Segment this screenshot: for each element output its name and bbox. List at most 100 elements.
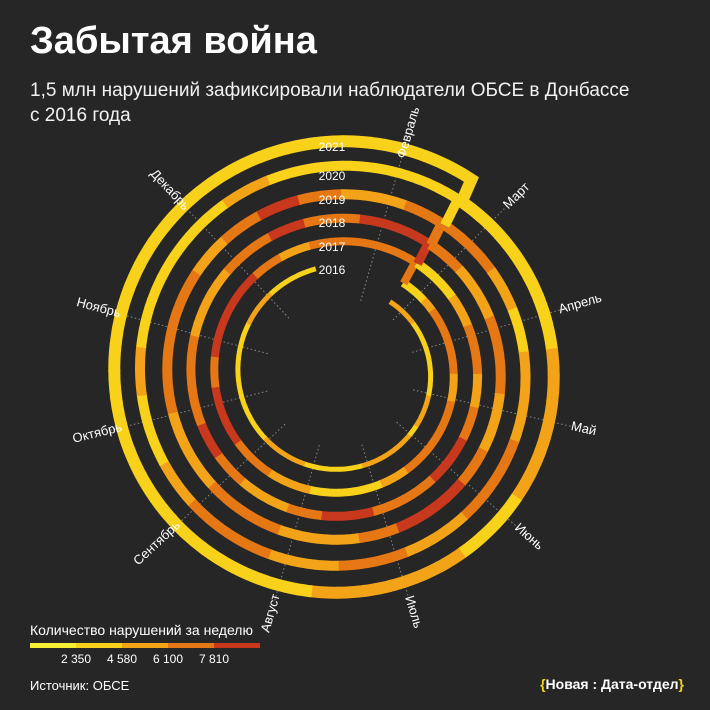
week-segment [352,484,369,496]
year-ring-2017 [210,237,458,497]
week-segment [260,291,274,305]
week-segment [458,421,474,442]
week-segment [294,481,312,494]
week-segment [475,478,499,504]
week-segment [186,352,197,373]
week-segment [511,471,536,502]
week-segment [210,355,219,373]
week-segment [187,388,201,409]
week-segment [457,196,486,222]
week-segment [267,224,290,241]
month-label: Октябрь [71,419,124,446]
legend-swatch-2 [76,643,122,648]
week-segment [183,447,204,472]
week-segment [341,189,365,201]
week-segment [500,438,520,465]
week-segment [489,459,511,485]
week-segment [411,287,427,304]
week-segment [210,340,222,358]
week-segment [257,516,282,535]
week-segment [337,510,357,521]
month-label: Август [257,592,282,634]
week-segment [162,349,174,372]
week-segment [495,493,522,523]
week-segment [413,415,424,429]
week-segment [494,354,506,376]
week-segment [323,488,340,497]
week-segment [243,450,261,468]
week-segment [281,451,295,462]
week-segment [449,373,458,389]
week-segment [169,232,194,260]
week-segment [303,215,325,228]
week-segment [266,549,294,566]
week-segment [173,287,192,312]
week-segment [191,405,206,427]
week-segment [356,237,375,249]
week-segment [241,322,251,337]
week-segment [207,162,239,189]
week-segment [162,370,174,394]
week-segment [412,561,443,584]
legend-tick-4: 7 810 [199,652,230,666]
week-segment [427,240,450,261]
week-segment [519,374,531,399]
week-segment [293,241,312,255]
week-segment [468,340,481,359]
week-segment [359,214,381,227]
year-ring-2020 [135,160,531,571]
week-segment [337,533,360,545]
month-label: Март [500,179,533,212]
week-segment [365,161,394,177]
week-segment [509,417,526,444]
week-segment [377,217,399,233]
week-segment [388,299,401,311]
week-segment [456,308,473,329]
week-segment [110,396,128,427]
week-segment [167,410,185,435]
week-segment [220,222,245,245]
week-segment [420,297,436,314]
week-segment [514,328,529,354]
week-segment [522,273,546,303]
week-segment [509,250,535,280]
week-segment [460,495,485,521]
week-segment [237,334,247,349]
week-segment [208,549,239,574]
week-segment [212,267,232,289]
week-segment [457,463,478,487]
week-segment [257,142,290,163]
week-segment [312,135,344,150]
week-segment [319,189,343,201]
week-segment [518,351,531,376]
week-segment [457,531,487,559]
week-segment [194,464,216,489]
month-gridline-9 [108,390,268,432]
week-segment [428,463,448,483]
week-segment [122,261,146,294]
week-segment [399,433,412,446]
week-segment [378,474,397,488]
month-gridline-6 [361,444,411,601]
week-segment [187,497,213,523]
year-label: 2019 [319,193,346,207]
week-segment [438,413,452,430]
week-segment [290,162,319,178]
week-segment [381,448,395,460]
week-segment [223,254,244,275]
week-segment [213,324,226,343]
week-segment [440,450,459,471]
week-segment [236,383,245,398]
week-segment [464,405,479,426]
week-segment [210,371,220,388]
year-label: 2020 [319,169,346,183]
week-segment [135,345,147,372]
week-segment [403,200,429,219]
week-segment [239,395,248,410]
week-segment [371,501,392,517]
week-segment [231,150,264,175]
week-segment [371,240,391,253]
week-segment [248,417,260,431]
week-segment [302,508,323,521]
